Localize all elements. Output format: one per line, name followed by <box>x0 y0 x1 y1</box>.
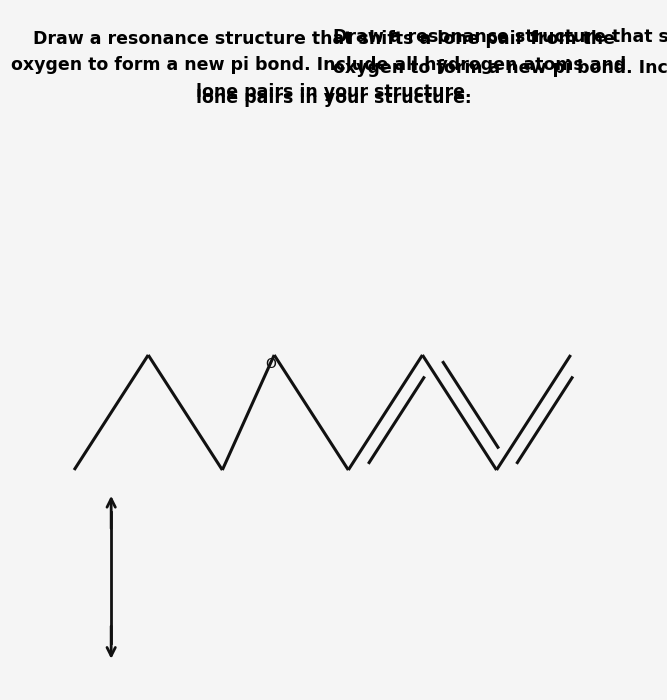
Text: lone pairs in your structure.: lone pairs in your structure. <box>195 89 472 107</box>
Text: Draw a resonance structure that shifts a lone pair from the: Draw a resonance structure that shifts a… <box>33 30 616 48</box>
Text: oxygen to form a new pi bond. Include all hydrogen atoms and: oxygen to form a new pi bond. Include al… <box>11 56 626 74</box>
Text: Draw a resonance structure that shifts a lone pair from the: Draw a resonance structure that shifts a… <box>334 28 667 46</box>
Text: oxygen to form a new pi bond. Include all hydrogen atoms and: oxygen to form a new pi bond. Include al… <box>334 59 667 76</box>
Text: lone pairs in your structure.: lone pairs in your structure. <box>195 83 472 101</box>
Text: O: O <box>265 357 276 371</box>
